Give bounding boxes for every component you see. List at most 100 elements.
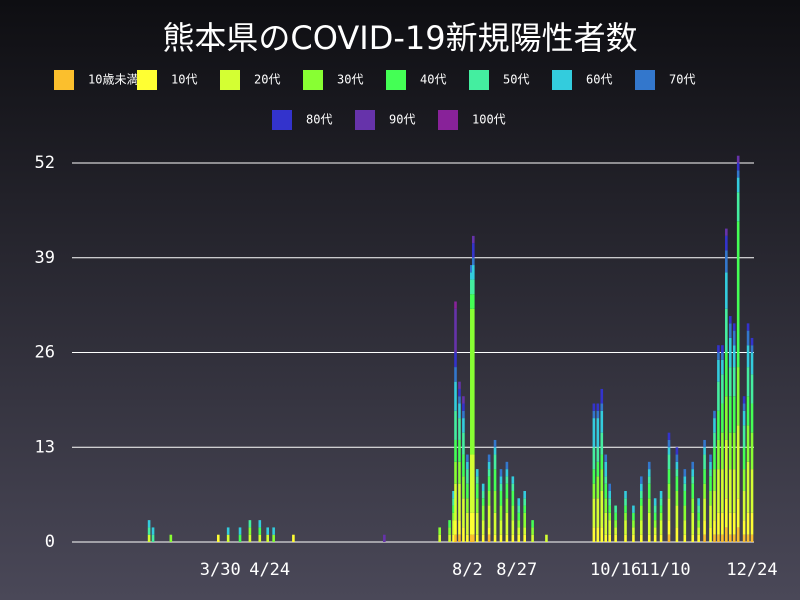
bar-segment [632, 527, 635, 535]
bar-segment [624, 498, 627, 506]
bar-segment [604, 461, 608, 477]
bar-segment [742, 410, 746, 426]
bar-segment [600, 527, 604, 542]
bar-segment [452, 490, 455, 499]
bar-segment [653, 505, 657, 513]
bar-segment [647, 483, 651, 499]
legend-label: 10代 [171, 73, 197, 87]
bar-segment [487, 476, 491, 491]
y-tick-label: 26 [35, 343, 55, 363]
bar-segment [466, 498, 469, 513]
bar-segment [604, 534, 608, 542]
bar-segment [713, 432, 716, 448]
bar-segment [675, 505, 679, 528]
bar-segment [608, 520, 611, 535]
bar-segment [659, 498, 663, 506]
bar-segment [667, 447, 671, 455]
bar-segment [683, 490, 687, 506]
bar-segment [499, 476, 503, 484]
bar-segment [640, 505, 643, 521]
bar-segment [736, 527, 740, 542]
bar-segment [713, 469, 716, 491]
bar-segment [481, 483, 485, 491]
bar-segment [505, 461, 509, 470]
bar-segment [632, 505, 635, 513]
bar-segment [462, 454, 465, 477]
bar-segment [151, 527, 155, 535]
bar-segment [691, 476, 695, 484]
bar-segment [732, 512, 736, 535]
bar-segment [592, 418, 596, 448]
bar-segment [725, 250, 728, 273]
bar-segment [523, 534, 526, 542]
legend-label: 10歳未満 [88, 73, 138, 87]
bar-segment [383, 534, 386, 542]
bar-segment [709, 461, 712, 470]
bar-segment [703, 520, 706, 535]
bar-segment [667, 483, 671, 499]
bar-segment [600, 454, 604, 470]
bar-segment [448, 527, 451, 535]
bar-segment [746, 396, 750, 426]
bar-segment [517, 505, 521, 513]
bar-segment [736, 221, 740, 368]
bar-segment [487, 505, 491, 528]
bar-segment [454, 520, 457, 535]
bar-segment [487, 469, 491, 477]
bar-segment [742, 534, 746, 542]
bar-segment [709, 469, 712, 477]
bar-segment [462, 476, 465, 499]
bar-segment [487, 490, 491, 506]
bar-segment [746, 345, 750, 368]
legend-label: 80代 [306, 113, 332, 127]
bar-segment [632, 534, 635, 542]
bar-segment [151, 534, 155, 542]
bar-segment [517, 520, 521, 528]
bar-segment [697, 512, 700, 521]
bar-segment [517, 527, 521, 535]
bar-segment [736, 498, 740, 528]
bar-segment [721, 534, 724, 542]
bar-segment [750, 337, 754, 346]
legend-swatch [635, 70, 655, 90]
bar-segment [683, 505, 687, 521]
bar-segment [713, 490, 716, 521]
bar-segment [725, 527, 728, 542]
y-tick-label: 0 [45, 532, 55, 552]
bar-segment [725, 498, 728, 528]
bar-segment [462, 527, 465, 542]
bar-segment [742, 403, 746, 411]
bar-segment [226, 534, 230, 542]
bar-segment [647, 498, 651, 513]
bar-segment [523, 490, 526, 499]
bar-segment [531, 520, 534, 528]
bar-segment [592, 410, 596, 419]
bar-segment [505, 469, 509, 477]
bar-segment [683, 520, 687, 535]
bar-segment [272, 534, 275, 542]
bar-segment [471, 294, 475, 309]
bar-segment [728, 396, 732, 433]
bar-segment [721, 403, 724, 433]
bar-segment [458, 534, 461, 542]
bar-segment [736, 163, 740, 171]
bar-segment [653, 520, 657, 528]
bar-segment [703, 454, 706, 470]
bar-segment [258, 534, 262, 542]
bar-segment [452, 498, 455, 506]
bar-segment [454, 439, 457, 462]
bar-segment [448, 520, 451, 528]
bar-segment [466, 469, 469, 484]
bar-segment [466, 483, 469, 499]
bar-segment [725, 228, 728, 236]
bar-segment [454, 367, 457, 382]
bar-segment [717, 410, 720, 440]
bar-segment [691, 461, 695, 470]
bar-segment [523, 512, 526, 528]
bar-segment [475, 469, 479, 477]
legend-swatch [137, 70, 157, 90]
x-tick-label: 10/16 [590, 560, 641, 580]
bar-segment [742, 490, 746, 521]
bar-segment [653, 534, 657, 542]
